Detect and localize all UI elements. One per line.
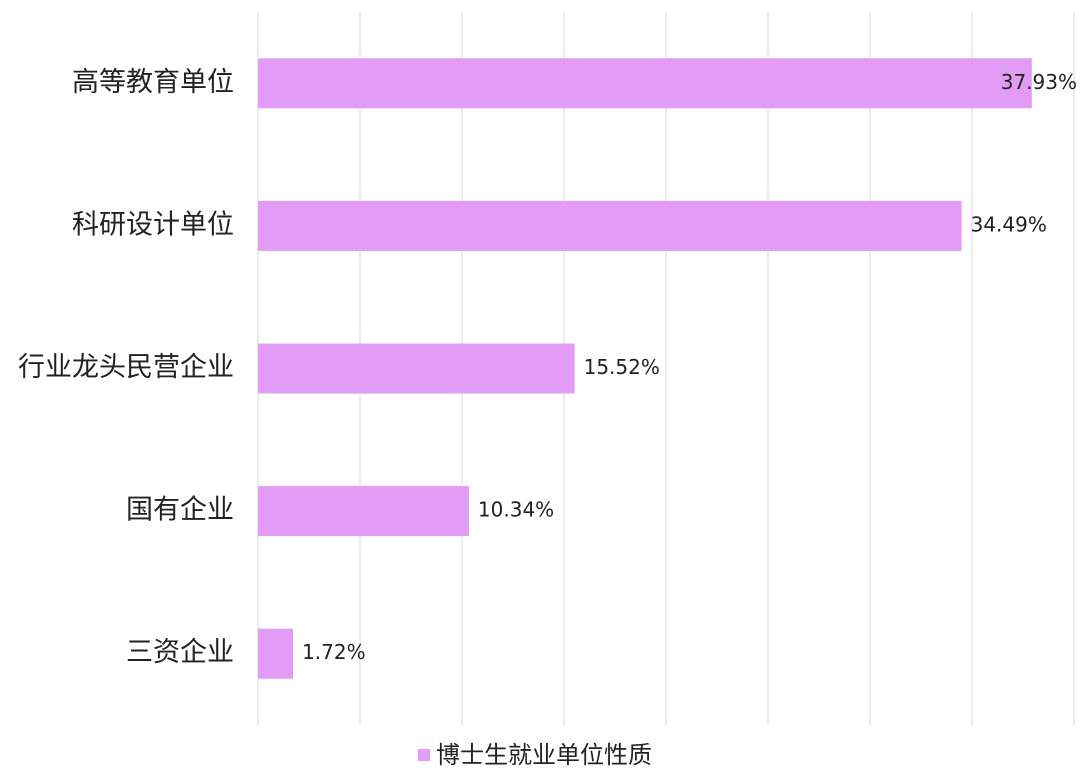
- value-label: 1.72%: [302, 640, 366, 664]
- y-tick-label: 行业龙头民营企业: [18, 352, 234, 383]
- value-label: 15.52%: [584, 355, 660, 379]
- bar: [258, 200, 962, 251]
- value-label: 37.93%: [1001, 70, 1077, 94]
- y-tick-label: 高等教育单位: [72, 67, 234, 98]
- legend-label: 博士生就业单位性质: [436, 741, 652, 769]
- y-tick-label: 三资企业: [126, 637, 234, 668]
- legend-swatch: [418, 749, 430, 761]
- bar: [258, 628, 294, 679]
- y-tick-label: 科研设计单位: [72, 209, 234, 240]
- bar: [258, 343, 575, 394]
- y-tick-label: 国有企业: [126, 495, 234, 526]
- value-label: 34.49%: [971, 212, 1047, 236]
- value-label: 10.34%: [478, 498, 554, 522]
- bar: [258, 58, 1032, 109]
- bar: [258, 486, 469, 537]
